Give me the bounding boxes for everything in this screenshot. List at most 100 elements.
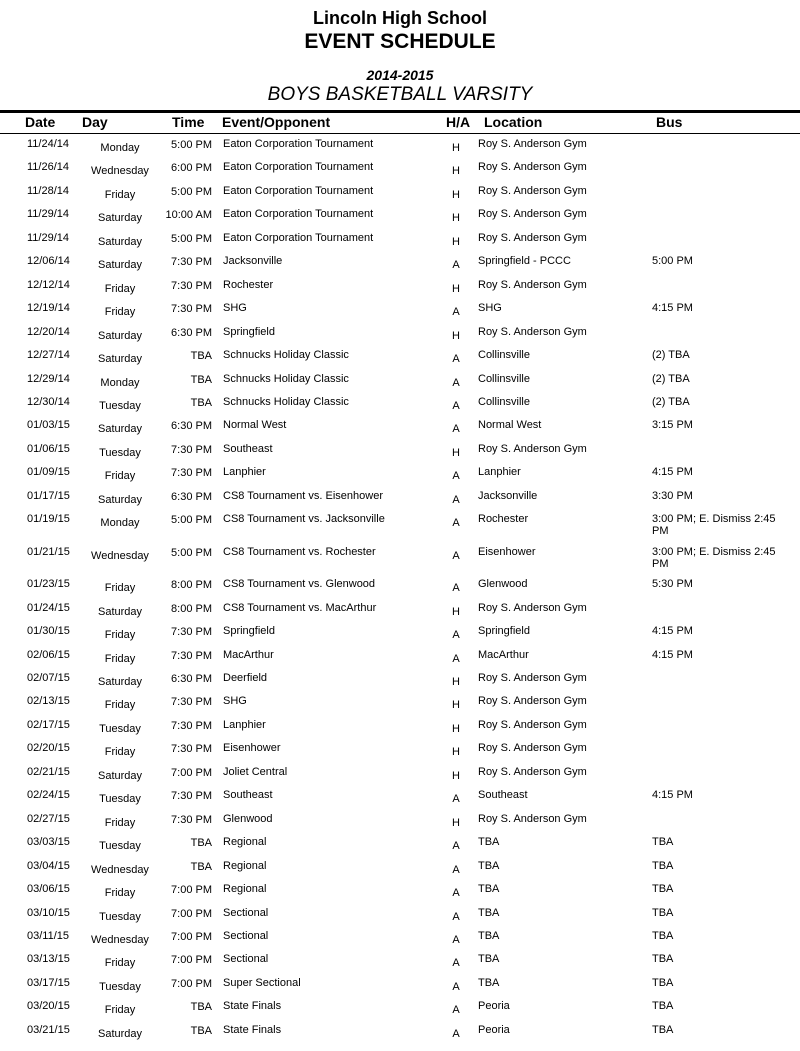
day-cell: Friday — [104, 699, 136, 712]
time-cell: 5:00 PM — [171, 232, 212, 245]
location-cell: TBA — [478, 953, 500, 966]
date-cell: 11/24/14 — [27, 138, 70, 150]
home-away-cell: A — [452, 863, 460, 876]
date-cell: 02/21/15 — [27, 765, 70, 778]
location-cell: Roy S. Anderson Gym — [478, 138, 587, 150]
date-cell: 11/28/14 — [27, 184, 70, 197]
day-cell: Saturday — [97, 1027, 143, 1040]
time-cell: 7:00 PM — [171, 884, 212, 897]
home-away-cell: A — [452, 423, 460, 436]
bus-cell: TBA — [652, 1023, 674, 1036]
location-cell: Roy S. Anderson Gym — [478, 718, 587, 731]
home-away-cell: A — [452, 306, 460, 319]
event-cell: Sectional — [223, 953, 269, 966]
location-cell: Jacksonville — [478, 489, 538, 502]
day-cell: Friday — [104, 282, 136, 295]
date-cell: 02/07/15 — [27, 672, 70, 684]
bus-cell: 4:15 PM — [652, 648, 693, 661]
location-cell: SHG — [478, 302, 502, 315]
date-cell: 02/20/15 — [27, 742, 70, 755]
time-cell: 5:00 PM — [171, 139, 212, 151]
home-away-cell: A — [452, 887, 460, 900]
event-cell: Eaton Corporation Tournament — [223, 231, 374, 244]
home-away-cell: A — [452, 517, 460, 530]
location-cell: Lanphier — [478, 466, 521, 479]
bus-cell: (2) TBA — [652, 349, 690, 362]
col-header-date: Date — [25, 114, 56, 130]
event-cell: Eaton Corporation Tournament — [223, 161, 374, 174]
day-cell: Saturday — [97, 212, 143, 225]
bus-cell: TBA — [652, 883, 674, 896]
day-cell: Wednesday — [91, 933, 149, 946]
col-header-bus: Bus — [656, 114, 683, 130]
bus-cell: (2) TBA — [652, 372, 690, 385]
time-cell: TBA — [190, 837, 212, 850]
day-cell: Monday — [100, 376, 140, 389]
day-cell: Tuesday — [99, 840, 141, 853]
day-cell: Friday — [104, 582, 136, 595]
home-away-cell: H — [452, 605, 460, 618]
event-cell: Glenwood — [223, 812, 273, 825]
location-cell: Roy S. Anderson Gym — [478, 231, 587, 244]
location-cell: Roy S. Anderson Gym — [478, 695, 587, 708]
location-cell: MacArthur — [478, 648, 529, 661]
bus-cell: 4:15 PM — [652, 466, 693, 479]
location-cell: TBA — [478, 929, 500, 942]
time-cell: 7:30 PM — [171, 279, 212, 292]
time-cell: 7:30 PM — [171, 467, 212, 480]
date-cell: 12/06/14 — [27, 255, 70, 268]
date-cell: 02/13/15 — [27, 695, 70, 708]
location-cell: Glenwood — [478, 578, 528, 591]
date-cell: 01/06/15 — [27, 442, 70, 455]
day-cell: Friday — [104, 188, 136, 201]
date-cell: 01/09/15 — [27, 466, 70, 479]
time-cell: 7:00 PM — [171, 907, 212, 920]
event-cell: Southeast — [223, 789, 273, 802]
event-cell: Deerfield — [223, 672, 268, 684]
date-cell: 03/10/15 — [27, 906, 70, 919]
time-cell: 7:30 PM — [171, 696, 212, 709]
location-cell: Southeast — [478, 789, 528, 802]
bus-cell: 4:15 PM — [652, 625, 693, 638]
page-title: EVENT SCHEDULE — [304, 30, 496, 53]
location-cell: TBA — [478, 859, 500, 872]
header-rule — [0, 110, 800, 113]
event-cell: Lanphier — [223, 466, 266, 479]
home-away-cell: A — [452, 840, 460, 853]
col-header-time: Time — [172, 114, 205, 130]
event-cell: Lanphier — [223, 718, 266, 731]
time-cell: 6:30 PM — [171, 420, 212, 433]
location-cell: Collinsville — [478, 395, 530, 408]
home-away-cell: A — [452, 582, 460, 595]
day-cell: Friday — [104, 746, 136, 759]
date-cell: 03/06/15 — [27, 883, 70, 896]
home-away-cell: A — [452, 549, 460, 562]
date-cell: 03/17/15 — [27, 976, 70, 989]
location-cell: Springfield — [478, 625, 530, 638]
home-away-cell: A — [452, 957, 460, 970]
day-cell: Monday — [100, 142, 140, 154]
day-cell: Friday — [104, 470, 136, 483]
day-cell: Wednesday — [91, 863, 149, 876]
home-away-cell: H — [452, 212, 460, 225]
location-cell: TBA — [478, 883, 500, 896]
date-cell: 03/21/15 — [27, 1023, 70, 1036]
date-cell: 03/20/15 — [27, 1000, 70, 1013]
time-cell: 5:00 PM — [171, 514, 212, 527]
date-cell: 01/30/15 — [27, 625, 70, 638]
time-cell: 7:30 PM — [171, 626, 212, 639]
home-away-cell: H — [452, 769, 460, 782]
day-cell: Friday — [104, 887, 136, 900]
date-cell: 01/17/15 — [27, 489, 70, 502]
location-cell: Peoria — [478, 1023, 510, 1036]
event-cell: Southeast — [223, 442, 273, 455]
home-away-cell: A — [452, 793, 460, 806]
event-cell: CS8 Tournament vs. MacArthur — [223, 601, 377, 614]
bus-cell: 5:00 PM — [652, 255, 693, 268]
event-cell: Joliet Central — [223, 765, 288, 778]
event-cell: Schnucks Holiday Classic — [223, 395, 349, 408]
event-cell: Eisenhower — [223, 742, 281, 755]
date-cell: 03/03/15 — [27, 836, 70, 849]
day-cell: Monday — [100, 517, 140, 530]
date-cell: 03/04/15 — [27, 859, 70, 872]
